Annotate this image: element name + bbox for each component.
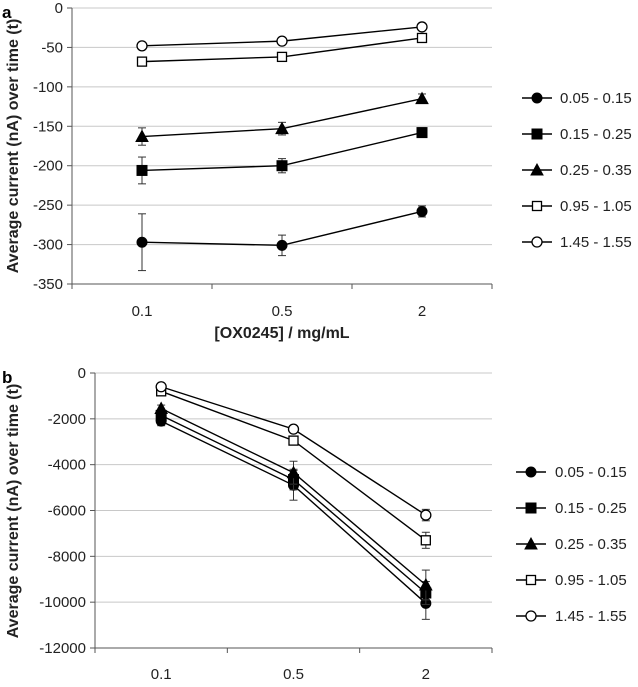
data-point <box>276 35 288 47</box>
series-1 <box>136 205 428 272</box>
data-point <box>276 51 288 63</box>
legend-marker <box>525 574 537 586</box>
series-line <box>160 420 427 604</box>
series-3 <box>135 91 429 146</box>
series-5 <box>136 21 428 52</box>
legend-label: 0.05 - 0.15 <box>555 464 627 481</box>
legend-label: 1.45 - 1.55 <box>560 234 632 251</box>
legend-label: 0.25 - 0.35 <box>560 162 632 179</box>
y-tick-label: 0 <box>55 0 63 17</box>
legend-label: 1.45 - 1.55 <box>555 608 627 625</box>
legend-label: 0.15 - 0.25 <box>560 126 632 143</box>
data-point <box>418 577 433 591</box>
x-axis-title: [OX0245] / mg/mL <box>214 325 349 342</box>
y-axis-title: Average current (nA) over time (t) <box>5 19 22 274</box>
data-point <box>276 160 288 172</box>
series-1 <box>155 415 432 620</box>
x-tick-label: 0.5 <box>283 666 304 683</box>
x-tick-label: 2 <box>422 666 430 683</box>
data-point <box>416 127 428 139</box>
legend-item: 0.25 - 0.35 <box>522 162 632 179</box>
x-tick-label: 2 <box>418 303 426 320</box>
legend: 0.05 - 0.15 0.15 - 0.25 0.25 - 0.35 0.95 - … <box>516 464 627 625</box>
data-point <box>287 423 300 435</box>
y-tick-label: -100 <box>33 79 63 96</box>
legend-item: 0.25 - 0.35 <box>516 536 627 553</box>
x-tick-label: 0.1 <box>151 666 172 683</box>
y-axis-title: Average current (nA) over time (t) <box>5 384 22 639</box>
data-point <box>136 40 148 52</box>
data-point <box>136 236 148 248</box>
data-point <box>420 535 431 546</box>
legend-item: 0.15 - 0.25 <box>522 126 632 143</box>
data-point <box>275 121 289 135</box>
series-4 <box>136 32 428 67</box>
y-tick-label: -250 <box>33 197 63 214</box>
y-tick-label: -12000 <box>39 640 86 657</box>
data-point <box>286 465 301 479</box>
legend-label: 0.95 - 1.05 <box>555 572 627 589</box>
legend-item: 0.05 - 0.15 <box>522 90 632 107</box>
legend-item: 0.15 - 0.25 <box>516 500 627 517</box>
y-tick-label: -2000 <box>48 411 86 428</box>
data-point <box>276 239 288 251</box>
legend-marker <box>525 502 537 514</box>
legend-marker <box>531 92 543 104</box>
legend-marker <box>531 128 543 140</box>
data-point <box>416 21 428 33</box>
panel-b: b 0 -2000 -4000 -6000 -8000 -10000 -12000 0.1 0.5… <box>2 365 627 683</box>
data-point <box>135 129 149 143</box>
legend-item: 0.05 - 0.15 <box>516 464 627 481</box>
panel-letter: b <box>2 368 12 387</box>
data-point <box>416 32 428 44</box>
y-tick-label: 0 <box>78 365 86 382</box>
legend-label: 0.15 - 0.25 <box>555 500 627 517</box>
y-tick-label: -50 <box>41 39 63 56</box>
legend-item: 0.95 - 1.05 <box>516 572 627 589</box>
legend: 0.05 - 0.15 0.15 - 0.25 0.25 - 0.35 0.95 - … <box>522 90 632 251</box>
data-point <box>415 91 429 105</box>
series-5 <box>155 381 432 522</box>
panel-a: a 0 -50 -100 -150 -200 -250 -300 -350 0.1 0.5 2 [OX0… <box>2 0 632 342</box>
data-point <box>136 164 148 176</box>
legend-marker <box>525 466 537 478</box>
y-tick-label: -8000 <box>48 548 86 565</box>
legend-label: 0.25 - 0.35 <box>555 536 627 553</box>
data-point <box>416 205 428 217</box>
legend-marker <box>525 610 537 622</box>
legend-label: 0.95 - 1.05 <box>560 198 632 215</box>
legend-item: 1.45 - 1.55 <box>522 234 632 251</box>
series-2 <box>136 127 428 185</box>
data-point <box>154 401 169 415</box>
legend-marker <box>530 162 544 176</box>
x-tick-label: 0.5 <box>272 303 293 320</box>
data-point <box>136 56 148 67</box>
panel-letter: a <box>2 3 12 22</box>
legend-item: 0.95 - 1.05 <box>522 198 632 215</box>
y-tick-label: -4000 <box>48 457 86 474</box>
series-3 <box>154 401 433 601</box>
data-point <box>288 435 299 446</box>
data-point <box>420 509 432 521</box>
y-tick-label: -300 <box>33 237 63 254</box>
y-tick-label: -350 <box>33 276 63 293</box>
y-tick-label: -150 <box>33 118 63 135</box>
legend-marker <box>524 536 538 550</box>
y-tick-label: -6000 <box>48 503 86 520</box>
legend-marker <box>531 200 543 212</box>
x-tick-label: 0.1 <box>132 303 153 320</box>
legend-marker <box>531 236 543 248</box>
legend-label: 0.05 - 0.15 <box>560 90 632 107</box>
y-tick-label: -10000 <box>39 594 86 611</box>
data-point <box>155 381 167 393</box>
y-tick-label: -200 <box>33 158 63 175</box>
legend-item: 1.45 - 1.55 <box>516 608 627 625</box>
